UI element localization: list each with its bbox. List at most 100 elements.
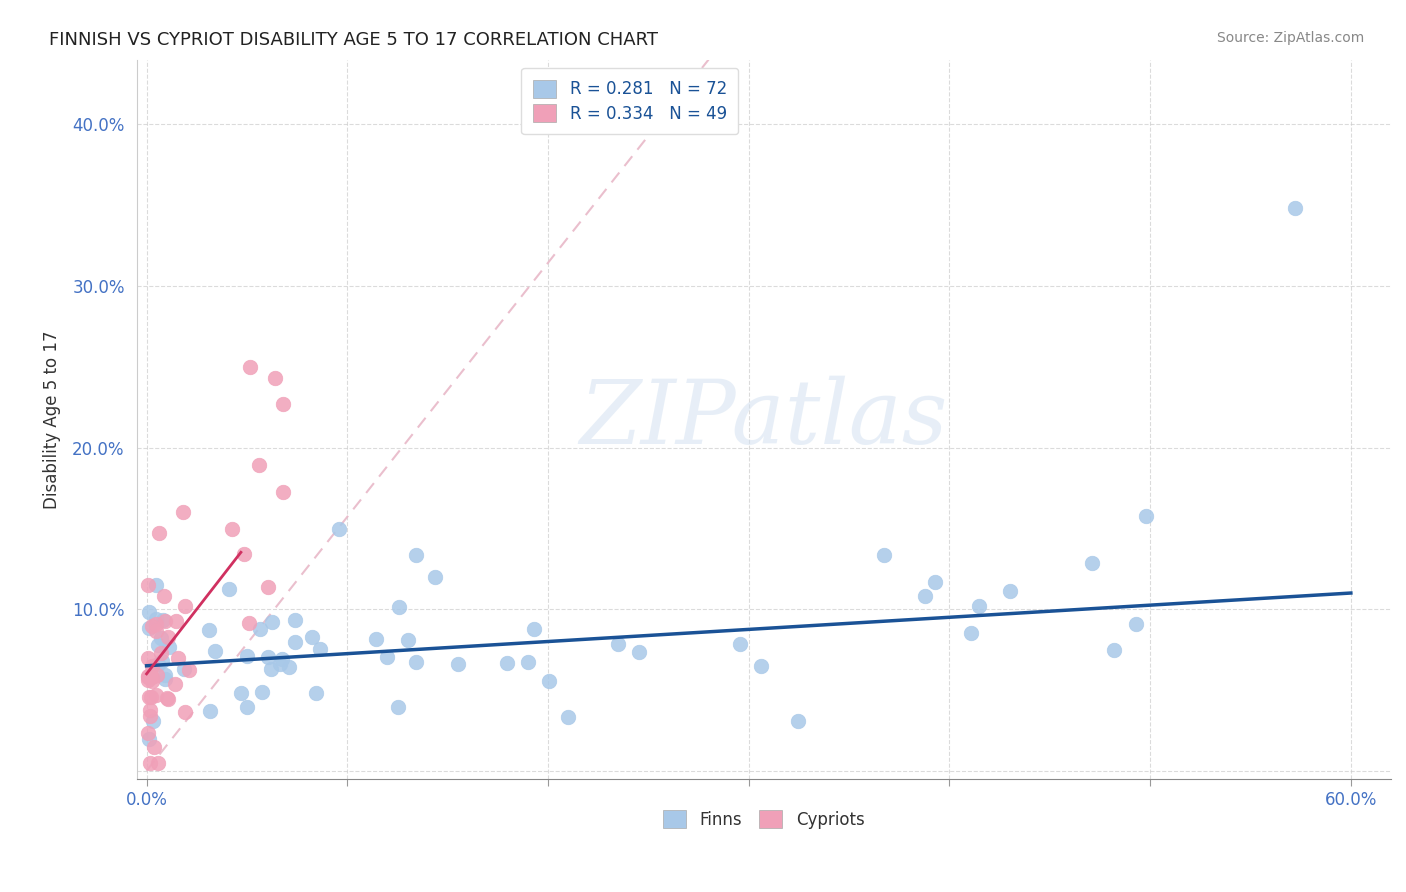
Point [148,638,170,652]
Point [138,605,160,619]
Point [271,484,294,499]
Point [138,621,160,635]
Point [204,644,226,658]
Point [495,656,517,670]
Point [537,674,560,689]
Text: Source: ZipAtlas.com: Source: ZipAtlas.com [1216,31,1364,45]
Point [148,525,170,540]
Point [172,505,194,519]
Point [273,397,295,411]
Point [153,672,176,686]
Point [231,685,253,699]
Point [166,650,188,665]
Point [278,660,301,674]
Point [924,575,946,590]
Point [235,648,257,663]
Point [269,657,291,671]
Point [157,692,180,706]
Point [150,631,173,645]
Point [141,619,163,633]
Point [136,725,159,739]
Point [872,549,894,563]
Point [174,705,197,719]
Point [173,662,195,676]
Point [165,614,187,628]
Point [1135,508,1157,523]
Point [396,633,419,648]
Point [425,570,447,584]
Point [960,626,983,640]
Point [284,613,307,627]
Legend: Finns, Cypriots: Finns, Cypriots [657,804,872,835]
Point [260,615,283,629]
Point [150,654,173,668]
Point [256,580,278,594]
Point [517,655,540,669]
Point [155,614,177,628]
Point [1125,616,1147,631]
Point [157,630,180,644]
Point [405,548,427,562]
Point [145,577,167,591]
Point [138,578,160,592]
Point [301,630,323,644]
Point [221,522,243,536]
Point [156,691,179,706]
Point [136,668,159,682]
Point [387,699,409,714]
Y-axis label: Disability Age 5 to 17: Disability Age 5 to 17 [44,330,60,508]
Point [150,646,173,660]
Point [179,663,201,677]
Point [607,637,630,651]
Point [139,690,162,705]
Point [157,640,180,655]
Point [146,657,169,671]
Point [165,676,187,690]
Point [136,673,159,687]
Point [247,458,270,473]
Point [1284,202,1306,216]
Point [523,622,546,636]
Point [153,589,176,603]
Point [145,624,167,638]
Point [375,650,398,665]
Point [1102,643,1125,657]
Point [232,547,254,561]
Point [145,688,167,702]
Point [627,645,650,659]
Point [998,584,1021,599]
Point [139,667,162,681]
Point [387,600,409,615]
Point [138,731,160,746]
Text: ZIPatlas: ZIPatlas [579,376,948,463]
Point [136,651,159,665]
Point [749,658,772,673]
Point [256,650,278,665]
Point [148,756,170,770]
Point [153,667,176,681]
Point [238,616,260,631]
Point [152,613,174,627]
Point [136,670,159,684]
Point [967,599,990,613]
Point [218,582,240,596]
Point [264,370,287,384]
Point [405,655,427,669]
Point [366,632,388,646]
Text: FINNISH VS CYPRIOT DISABILITY AGE 5 TO 17 CORRELATION CHART: FINNISH VS CYPRIOT DISABILITY AGE 5 TO 1… [49,31,658,49]
Point [139,703,162,717]
Point [1081,556,1104,570]
Point [173,599,195,613]
Point [139,709,162,723]
Point [138,690,160,704]
Point [260,662,283,676]
Point [447,657,470,671]
Point [139,756,162,770]
Point [309,641,332,656]
Point [142,740,165,755]
Point [250,685,273,699]
Point [141,670,163,684]
Point [914,589,936,603]
Point [145,667,167,681]
Point [270,652,292,666]
